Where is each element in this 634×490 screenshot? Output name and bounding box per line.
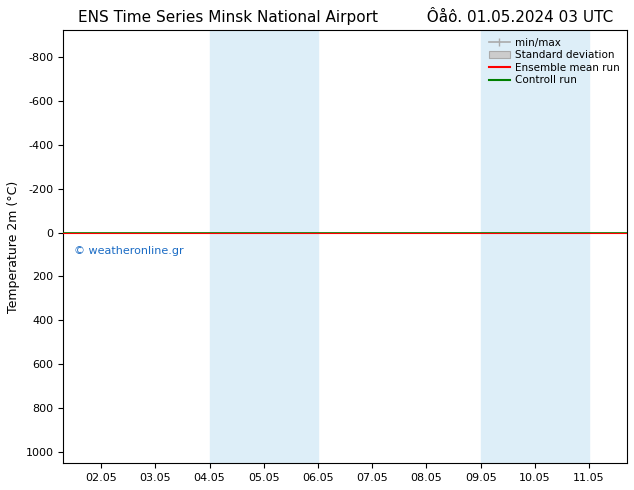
Title: ENS Time Series Minsk National Airport          Ôåô. 01.05.2024 03 UTC: ENS Time Series Minsk National Airport Ô…: [77, 7, 613, 25]
Y-axis label: Temperature 2m (°C): Temperature 2m (°C): [7, 181, 20, 313]
Text: © weatheronline.gr: © weatheronline.gr: [74, 245, 184, 256]
Bar: [210, 30, 318, 464]
Bar: [481, 30, 589, 464]
Legend: min/max, Standard deviation, Ensemble mean run, Controll run: min/max, Standard deviation, Ensemble me…: [487, 35, 622, 88]
